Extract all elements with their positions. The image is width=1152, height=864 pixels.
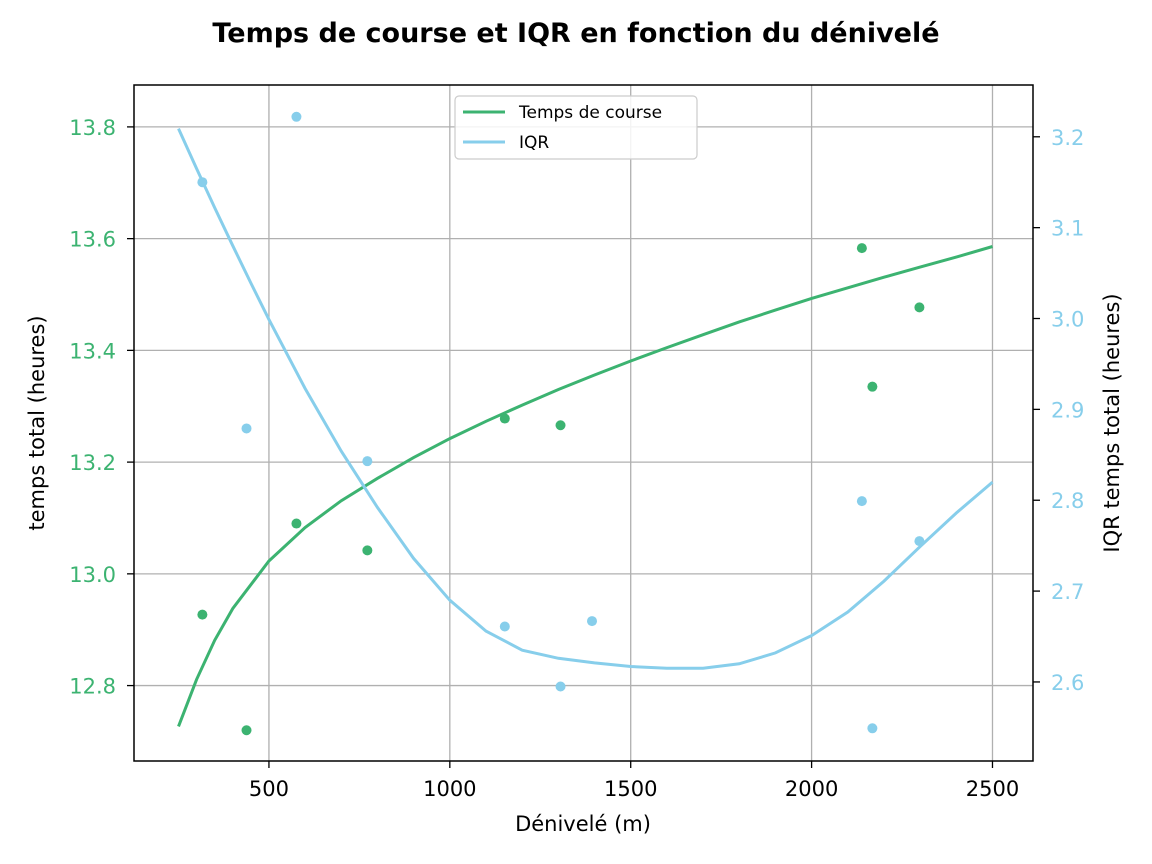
x-axis: 500 1000 1500 2000 2500: [249, 761, 1019, 801]
y-right-tick-label: 3.2: [1051, 126, 1084, 150]
legend-label-temps: Temps de course: [518, 103, 662, 123]
data-point-temps: [867, 381, 878, 392]
x-tick-label: 1500: [604, 777, 657, 801]
data-point-temps: [856, 243, 867, 254]
fit-line-iqr: [177, 127, 994, 670]
x-tick-label: 500: [249, 777, 289, 801]
data-point-temps: [241, 725, 252, 736]
y-right-tick-label: 2.8: [1051, 489, 1084, 513]
data-point-temps: [914, 302, 925, 313]
legend-box: [454, 95, 698, 160]
data-point-iqr: [555, 681, 566, 692]
data-point-iqr: [197, 177, 208, 188]
data-point-iqr: [856, 496, 867, 507]
y-right-tick-label: 2.7: [1051, 580, 1084, 604]
chart-title: Temps de course et IQR en fonction du dé…: [212, 18, 939, 49]
x-tick-label: 2500: [966, 777, 1019, 801]
x-tick-label: 1000: [423, 777, 476, 801]
y-left-tick-label: 12.8: [69, 675, 116, 699]
y-axis-right-label: IQR temps total (heures): [1100, 293, 1124, 552]
y-right-tick-label: 3.0: [1051, 308, 1084, 332]
data-point-iqr: [499, 621, 510, 632]
legend: Temps de course IQR: [454, 95, 698, 160]
data-point-temps: [197, 609, 208, 620]
data-point-iqr: [291, 111, 302, 122]
y-axis-right: 2.6 2.7 2.8 2.9 3.0 3.1 3.2: [1033, 126, 1084, 695]
data-point-temps: [499, 413, 510, 424]
y-right-tick-label: 2.6: [1051, 671, 1084, 695]
data-point-iqr: [587, 616, 598, 627]
data-point-iqr: [362, 456, 373, 467]
data-point-iqr: [914, 536, 925, 547]
data-point-iqr: [867, 723, 878, 734]
data-point-iqr: [241, 423, 252, 434]
y-left-tick-label: 13.0: [69, 563, 116, 587]
y-axis-left: 12.8 13.0 13.2 13.4 13.6 13.8: [69, 116, 134, 699]
series-layer: [177, 111, 994, 736]
y-axis-left-label: temps total (heures): [25, 315, 49, 530]
y-left-tick-label: 13.2: [69, 451, 116, 475]
y-left-tick-label: 13.8: [69, 116, 116, 140]
x-tick-label: 2000: [785, 777, 838, 801]
plot-area: [134, 85, 1033, 761]
data-point-temps: [291, 518, 302, 529]
y-left-tick-label: 13.6: [69, 228, 116, 252]
y-right-tick-label: 3.1: [1051, 217, 1084, 241]
plot-frame: [133, 84, 1034, 762]
fit-line-temps: [177, 245, 993, 727]
data-point-temps: [555, 420, 566, 431]
legend-label-iqr: IQR: [519, 133, 549, 153]
x-axis-label: Dénivelé (m): [515, 812, 651, 836]
y-right-tick-label: 2.9: [1051, 398, 1084, 422]
y-left-tick-label: 13.4: [69, 339, 116, 363]
data-point-temps: [362, 545, 373, 556]
